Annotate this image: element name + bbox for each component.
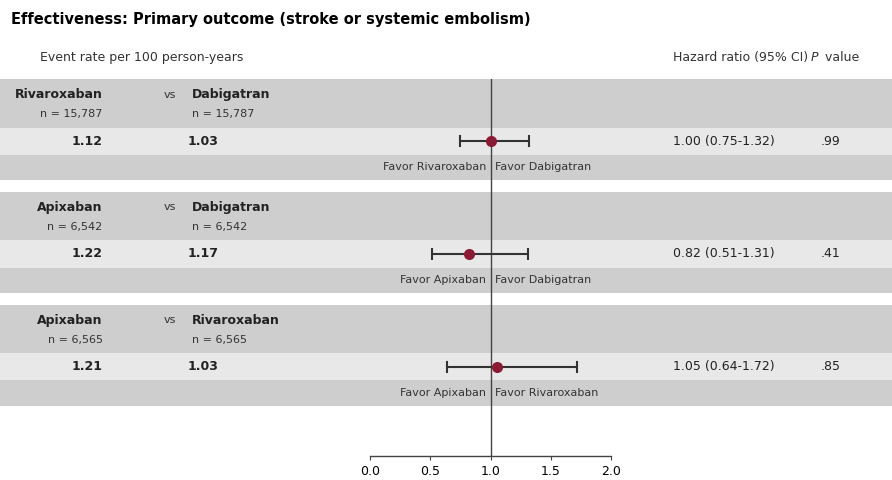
Text: 1.00 (0.75-1.32): 1.00 (0.75-1.32): [673, 135, 775, 148]
Text: Favor Dabigatran: Favor Dabigatran: [495, 162, 591, 172]
Text: vs: vs: [163, 90, 176, 100]
Bar: [0, 353, 892, 380]
Text: 1.21: 1.21: [71, 360, 103, 373]
Bar: [0, 240, 892, 268]
Text: Favor Rivaroxaban: Favor Rivaroxaban: [383, 162, 486, 172]
Bar: [0, 192, 892, 240]
Bar: [0, 268, 892, 293]
Text: Favor Rivaroxaban: Favor Rivaroxaban: [495, 388, 599, 398]
Text: .85: .85: [821, 360, 840, 373]
Text: 1.22: 1.22: [71, 248, 103, 261]
Text: Rivaroxaban: Rivaroxaban: [14, 88, 103, 101]
Bar: [0, 128, 892, 155]
Text: n = 15,787: n = 15,787: [192, 109, 254, 119]
Text: .41: .41: [821, 248, 840, 261]
Text: 0.82 (0.51-1.31): 0.82 (0.51-1.31): [673, 248, 775, 261]
Bar: [0, 79, 892, 128]
Text: .99: .99: [821, 135, 840, 148]
Text: Favor Apixaban: Favor Apixaban: [401, 275, 486, 285]
Text: 1.03: 1.03: [187, 135, 219, 148]
Text: Favor Dabigatran: Favor Dabigatran: [495, 275, 591, 285]
Bar: [0, 380, 892, 406]
Text: 1.03: 1.03: [187, 360, 219, 373]
Text: Apixaban: Apixaban: [37, 314, 103, 327]
Text: Dabigatran: Dabigatran: [192, 88, 270, 101]
Text: Rivaroxaban: Rivaroxaban: [192, 314, 280, 327]
Text: n = 6,565: n = 6,565: [192, 335, 247, 345]
Text: Event rate per 100 person-years: Event rate per 100 person-years: [40, 51, 244, 64]
Text: 1.12: 1.12: [71, 135, 103, 148]
Bar: [0, 305, 892, 353]
Text: value: value: [821, 51, 859, 64]
Text: vs: vs: [163, 315, 176, 325]
Text: n = 6,542: n = 6,542: [192, 222, 247, 232]
Text: n = 6,565: n = 6,565: [47, 335, 103, 345]
Text: n = 15,787: n = 15,787: [40, 109, 103, 119]
Text: P: P: [807, 51, 819, 64]
Text: Effectiveness: Primary outcome (stroke or systemic embolism): Effectiveness: Primary outcome (stroke o…: [11, 12, 531, 27]
Text: Hazard ratio (95% CI): Hazard ratio (95% CI): [673, 51, 808, 64]
Text: Favor Apixaban: Favor Apixaban: [401, 388, 486, 398]
Text: vs: vs: [163, 203, 176, 213]
Text: 1.05 (0.64-1.72): 1.05 (0.64-1.72): [673, 360, 775, 373]
Text: n = 6,542: n = 6,542: [47, 222, 103, 232]
Text: Dabigatran: Dabigatran: [192, 201, 270, 214]
Bar: [0, 155, 892, 180]
Text: Apixaban: Apixaban: [37, 201, 103, 214]
Text: 1.17: 1.17: [187, 248, 219, 261]
